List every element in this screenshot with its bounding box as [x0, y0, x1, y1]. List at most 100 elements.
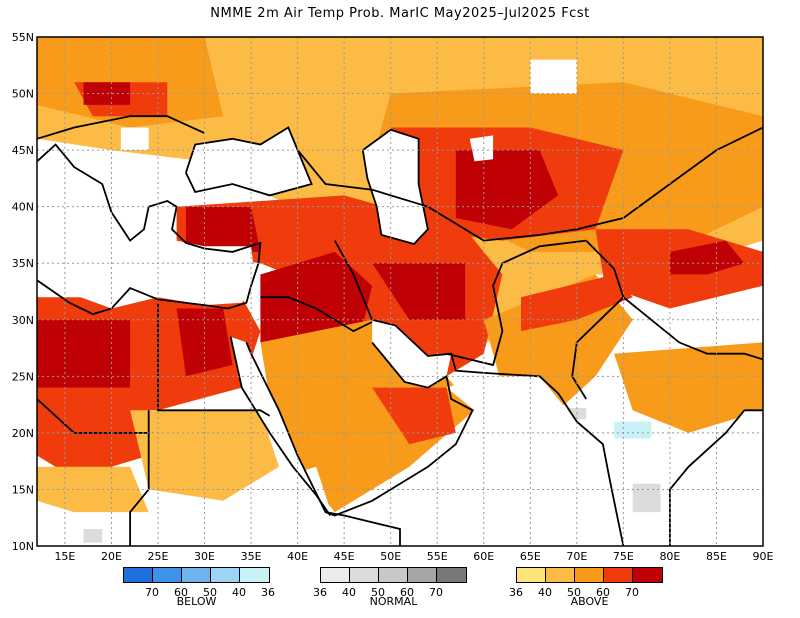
legend-swatch	[408, 568, 437, 582]
legend-tick: 60	[400, 586, 414, 599]
legend-tick: 70	[625, 586, 639, 599]
legend-below-ticks: 70 60 50 40 36	[123, 583, 275, 599]
coastline	[229, 336, 331, 517]
coastline	[334, 240, 373, 321]
legend-above-ticks: 36 40 50 60 70	[509, 583, 663, 599]
legend-tick: 40	[538, 586, 552, 599]
legend-tick: 50	[567, 586, 581, 599]
water-body	[362, 129, 428, 244]
legend-swatch	[546, 568, 575, 582]
legend-normal: 36 40 50 60 70 NORMAL	[313, 567, 467, 608]
water-body	[334, 523, 400, 546]
coastline	[325, 341, 474, 517]
legend-swatch	[211, 568, 240, 582]
lat-tick-label: 15N	[12, 483, 34, 496]
probability-region	[614, 421, 652, 439]
coastline	[622, 296, 764, 361]
coastline	[157, 302, 271, 417]
water-body	[372, 319, 452, 388]
coastline	[36, 115, 205, 140]
lat-tick-label: 45N	[12, 144, 34, 157]
legend-tick: 40	[232, 586, 246, 599]
lat-tick-label: 20N	[12, 427, 34, 440]
legend-swatch	[379, 568, 408, 582]
legend-tick: 50	[203, 586, 217, 599]
legend-tick: 70	[145, 586, 159, 599]
legend-above-swatches	[516, 567, 663, 583]
legend-below-swatches	[123, 567, 270, 583]
water-body	[469, 135, 494, 162]
lon-tick-label: 65E	[520, 550, 541, 563]
legend-tick: 36	[261, 586, 275, 599]
lon-tick-label: 30E	[194, 550, 215, 563]
legend-normal-ticks: 36 40 50 60 70	[313, 583, 467, 599]
legend-swatch	[182, 568, 211, 582]
lon-tick-label: 15E	[54, 550, 75, 563]
legend-swatch	[633, 568, 662, 582]
legend-swatch	[124, 568, 153, 582]
probability-region	[455, 150, 559, 230]
legend-swatch	[350, 568, 379, 582]
water-body	[334, 376, 615, 546]
legend-tick: 40	[342, 586, 356, 599]
coastline	[361, 128, 429, 246]
lon-tick-label: 20E	[101, 550, 122, 563]
lon-tick-label: 70E	[566, 550, 587, 563]
lon-tick-label: 80E	[659, 550, 680, 563]
coastline	[371, 318, 625, 547]
lon-tick-label: 35E	[241, 550, 262, 563]
lon-tick-label: 90E	[753, 550, 774, 563]
lon-tick-label: 60E	[473, 550, 494, 563]
coastline	[245, 342, 401, 546]
probability-region	[37, 319, 131, 388]
legend-tick: 60	[174, 586, 188, 599]
legend-tick: 60	[596, 586, 610, 599]
legend-tick: 36	[313, 586, 327, 599]
coastline	[185, 126, 313, 197]
water-body	[37, 218, 256, 309]
legend-tick: 50	[371, 586, 385, 599]
legend-swatch	[604, 568, 633, 582]
legend-tick: 70	[429, 586, 443, 599]
legend-swatch	[153, 568, 182, 582]
lon-tick-label: 50E	[380, 550, 401, 563]
coastline	[260, 296, 373, 333]
lat-tick-label: 30N	[12, 314, 34, 327]
lat-tick-label: 25N	[12, 370, 34, 383]
lat-tick-label: 40N	[12, 201, 34, 214]
legend-swatch	[240, 568, 269, 582]
legend-swatch	[321, 568, 350, 582]
lat-tick-label: 50N	[12, 88, 34, 101]
legend-swatch	[575, 568, 604, 582]
map-title: NMME 2m Air Temp Prob. MarIC May2025–Jul…	[210, 6, 590, 21]
nodata-region	[120, 127, 149, 151]
lon-tick-label: 25E	[148, 550, 169, 563]
legend-below-label: BELOW	[176, 595, 217, 608]
legend-normal-swatches	[320, 567, 467, 583]
lon-tick-label: 85E	[706, 550, 727, 563]
probability-region	[614, 342, 763, 433]
legend-above-label: ABOVE	[570, 595, 609, 608]
legend-above: 36 40 50 60 70 ABOVE	[509, 567, 663, 608]
probability-region	[372, 263, 466, 320]
coastline	[129, 432, 150, 546]
legend-normal-label: NORMAL	[369, 595, 418, 608]
nodata-region	[279, 466, 335, 524]
legend-swatch	[437, 568, 466, 582]
legend-swatch	[517, 568, 546, 582]
probability-region	[83, 529, 103, 543]
lon-tick-label: 45E	[334, 550, 355, 563]
map-frame	[36, 36, 764, 547]
legend-tick: 36	[509, 586, 523, 599]
probability-region	[632, 483, 661, 513]
nodata-region	[530, 59, 577, 94]
lat-tick-label: 35N	[12, 257, 34, 270]
probability-region	[372, 387, 456, 445]
lon-tick-label: 40E	[287, 550, 308, 563]
coastline	[296, 126, 764, 242]
probability-region	[669, 240, 745, 275]
coastline	[36, 143, 262, 316]
legend-below: 70 60 50 40 36 BELOW	[123, 567, 275, 608]
water-body	[185, 127, 312, 196]
